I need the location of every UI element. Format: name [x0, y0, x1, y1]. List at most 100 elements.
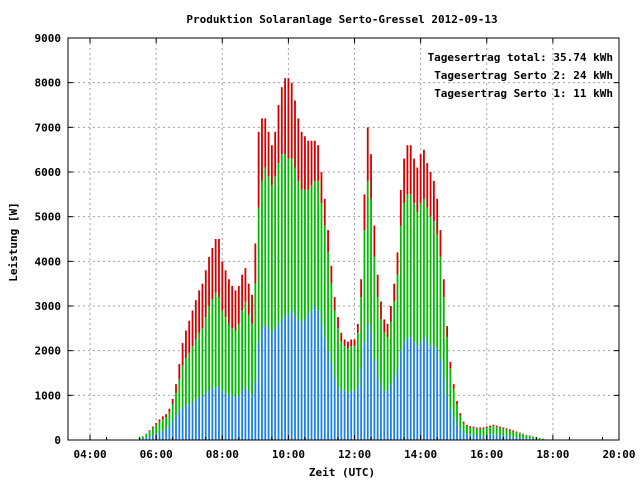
- bar-segment-s0: [376, 377, 379, 440]
- x-tick-label: 04:00: [73, 448, 106, 461]
- bar-segment-s0: [413, 341, 415, 440]
- bar-segment-s1: [171, 404, 174, 420]
- bar-segment-s0: [317, 310, 320, 440]
- bar-segment-s2: [432, 180, 435, 222]
- bar-segment-s1: [198, 332, 201, 398]
- bar-segment-s2: [264, 118, 267, 168]
- bar-segment-s1: [300, 189, 303, 324]
- bar-segment-s2: [270, 145, 273, 186]
- bar-segment-s1: [251, 323, 253, 396]
- x-tick-label: 14:00: [404, 448, 437, 461]
- bar-segment-s2: [211, 247, 214, 300]
- bar-segment-s2: [234, 290, 237, 331]
- bar-segment-s2: [499, 426, 501, 428]
- bar-segment-s0: [499, 435, 501, 440]
- axis-ticks: 0 1000 2000 3000 4000 5000 6000 7000 8000 9000 04:…: [35, 32, 636, 461]
- bar-segment-s0: [495, 434, 498, 440]
- x-tick-label: 16:00: [470, 448, 503, 461]
- bar-segment-s0: [370, 332, 372, 440]
- bar-segment-s0: [194, 399, 197, 440]
- bar-segment-s1: [313, 180, 316, 306]
- bar-segment-s1: [518, 433, 521, 438]
- bar-segment-s1: [274, 176, 277, 329]
- bar-segment-s1: [158, 421, 161, 433]
- bar-segment-s1: [148, 431, 151, 437]
- bar-segment-s2: [360, 279, 363, 298]
- bar-segment-s0: [218, 386, 220, 440]
- bar-segment-s2: [267, 131, 270, 177]
- bar-segment-s1: [489, 427, 491, 435]
- bar-segment-s2: [502, 427, 505, 429]
- bar-segment-s0: [198, 397, 201, 440]
- bar-segment-s0: [509, 436, 511, 440]
- bar-segment-s1: [449, 368, 452, 409]
- bar-segment-s0: [224, 393, 227, 440]
- bar-segment-s0: [482, 435, 485, 440]
- bar-segment-s2: [492, 424, 495, 427]
- bar-segment-s1: [389, 321, 392, 385]
- bar-segment-s0: [330, 364, 333, 440]
- bar-segment-s2: [317, 145, 320, 181]
- bar-segment-s0: [231, 395, 234, 440]
- bar-segment-s2: [310, 140, 313, 186]
- bar-segment-s1: [409, 194, 412, 338]
- bar-segment-s0: [158, 432, 161, 440]
- bar-segment-s0: [323, 337, 326, 440]
- bar-segment-s2: [218, 239, 220, 298]
- bars-group: [138, 78, 551, 440]
- bar-segment-s0: [512, 436, 515, 440]
- bar-segment-s0: [307, 314, 310, 440]
- bar-segment-s2: [347, 341, 349, 349]
- bar-segment-s0: [274, 328, 277, 440]
- bar-segment-s2: [330, 265, 333, 284]
- bar-segment-s1: [439, 256, 442, 360]
- bar-segment-s1: [436, 234, 439, 351]
- bar-segment-s1: [363, 230, 366, 342]
- bar-segment-s1: [509, 430, 511, 437]
- bar-segment-s2: [148, 430, 151, 432]
- bar-segment-s1: [542, 438, 544, 440]
- bar-segment-s1: [343, 346, 346, 391]
- bar-segment-s2: [439, 230, 442, 257]
- bar-segment-s1: [337, 328, 339, 387]
- bar-segment-s0: [145, 437, 148, 440]
- bar-segment-s0: [165, 428, 167, 440]
- bar-segment-s1: [290, 158, 293, 311]
- plot-frame: [67, 37, 620, 441]
- bar-segment-s2: [363, 194, 366, 231]
- bar-segment-s2: [161, 416, 164, 420]
- bar-segment-s1: [515, 432, 518, 438]
- bar-segment-s1: [370, 198, 372, 333]
- bar-segment-s1: [247, 314, 250, 391]
- bar-segment-s0: [356, 386, 359, 440]
- y-tick-label: 6000: [35, 166, 62, 179]
- legend-item-total: Tagesertrag total: 35.74 kWh: [428, 51, 613, 64]
- bar-segment-s0: [227, 395, 230, 440]
- bar-segment-s1: [201, 328, 204, 396]
- bar-segment-s1: [386, 337, 389, 391]
- bar-segment-s2: [237, 285, 240, 324]
- bar-segment-s1: [469, 427, 472, 435]
- bar-segment-s2: [333, 297, 336, 311]
- bar-segment-s0: [261, 328, 263, 440]
- y-tick-label: 0: [54, 434, 61, 447]
- bar-segment-s0: [254, 381, 257, 440]
- bar-segment-s0: [280, 319, 283, 440]
- bar-segment-s1: [234, 330, 237, 398]
- bar-segment-s2: [208, 256, 210, 306]
- bar-segment-s2: [313, 140, 316, 181]
- bar-segment-s1: [261, 180, 263, 329]
- bar-segment-s2: [241, 274, 244, 311]
- bar-segment-s1: [499, 427, 501, 436]
- bar-segment-s0: [297, 319, 300, 440]
- bar-segment-s0: [337, 386, 339, 440]
- bar-segment-s0: [429, 346, 432, 440]
- bar-segment-s1: [165, 417, 167, 429]
- bar-segment-s2: [181, 343, 184, 366]
- bar-segment-s2: [327, 230, 329, 253]
- bar-segment-s1: [270, 185, 273, 333]
- bar-segment-s1: [406, 194, 409, 338]
- bar-segment-s1: [181, 365, 184, 408]
- bar-segment-s0: [327, 350, 329, 440]
- bar-segment-s2: [403, 158, 406, 204]
